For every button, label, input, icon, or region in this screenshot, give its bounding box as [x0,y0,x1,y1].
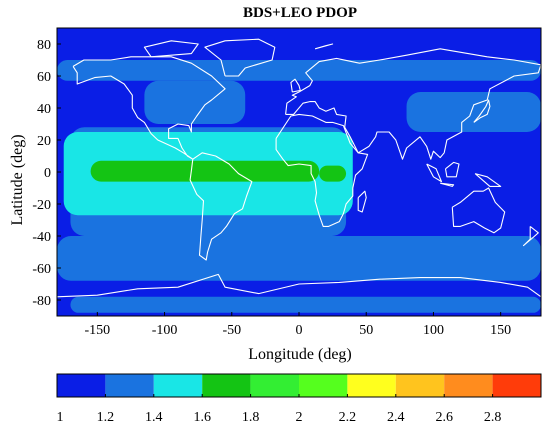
x-axis-label: Longitude (deg) [248,346,352,363]
colorbar-label: 2.2 [339,410,357,425]
pdop-region-2 [57,60,541,81]
coastline-australia [451,187,506,234]
x-tick-label: 50 [359,323,373,338]
pdop-map [56,27,542,317]
colorbar-segment [250,374,299,397]
colorbar-segment [444,374,493,397]
colorbar-segment [57,374,106,397]
colorbar-segment [202,374,251,397]
pdop-region-0 [144,80,246,124]
y-tick-label: 0 [44,166,51,181]
colorbar [56,373,542,398]
coastline-arctic-islands [143,40,199,58]
coastline-uk [290,78,301,93]
y-tick-label: 40 [37,102,51,117]
colorbar-segment [492,374,541,397]
colorbar-label: 1.6 [193,410,211,425]
colorbar-labels: 1 1.2 1.4 1.6 1.8 2 2.2 2.4 2.6 2.8 [56,394,502,425]
colorbar-label: 1.2 [97,410,115,425]
coastline-north-america [72,56,226,160]
pdop-region-3 [406,92,541,132]
coastline-borneo [444,161,460,178]
y-tick-label: 60 [37,70,51,85]
colorbar-segment [105,374,154,397]
colorbar-label: 2.8 [484,410,502,425]
y-tick-label: -80 [32,294,51,309]
coastline-antarctica [56,273,542,298]
x-tick-label: -150 [84,323,110,338]
pdop-region-1 [57,236,541,281]
x-tick-label: 150 [490,323,511,338]
colorbar-segment [153,374,203,397]
coastline-japan [473,99,491,123]
coastline-indonesia-b [440,182,455,187]
colorbar-label: 1.4 [145,410,163,425]
colorbar-label: 2 [296,410,303,425]
pdop-region-5 [70,296,541,313]
y-tick-label: -60 [32,262,51,277]
y-tick-label: -40 [32,230,51,245]
coastline-madagascar [357,190,367,213]
coastline-svalbard [314,43,334,50]
coastline-africa [275,113,369,227]
pdop-region-8 [319,165,347,182]
colorbar-label: 2.6 [435,410,453,425]
x-axis-ticks: -150 -100 -50 0 50 100 150 [84,312,511,338]
colorbar-segment [347,374,396,397]
coastline-indonesia-a [426,163,443,183]
x-tick-label: 100 [423,323,444,338]
coastline-new-zealand [522,225,539,247]
chart-title: BDS+LEO PDOP [243,5,357,21]
coastline-new-guinea [474,173,502,187]
coastline-south-america [189,152,253,261]
colorbar-segment [395,374,445,397]
x-tick-label: 0 [296,323,303,338]
coastline-greenland [204,38,276,77]
x-tick-label: -100 [152,323,178,338]
colorbar-label: 1 [57,410,64,425]
coastlines [56,38,542,298]
y-tick-label: -20 [32,198,51,213]
pdop-region-7 [90,160,320,182]
pdop-regions [57,60,541,313]
colorbar-label: 2.4 [387,410,405,425]
y-tick-label: 80 [37,38,51,53]
colorbar-label: 1.8 [242,410,260,425]
y-axis-ticks: 80 60 40 20 0 -20 -40 -60 -80 [32,38,61,309]
x-tick-label: -50 [222,323,241,338]
y-axis-label: Latitude (deg) [9,134,26,225]
colorbar-segment [299,374,348,397]
y-tick-label: 20 [37,134,51,149]
coastline-europe-asia [285,48,542,160]
